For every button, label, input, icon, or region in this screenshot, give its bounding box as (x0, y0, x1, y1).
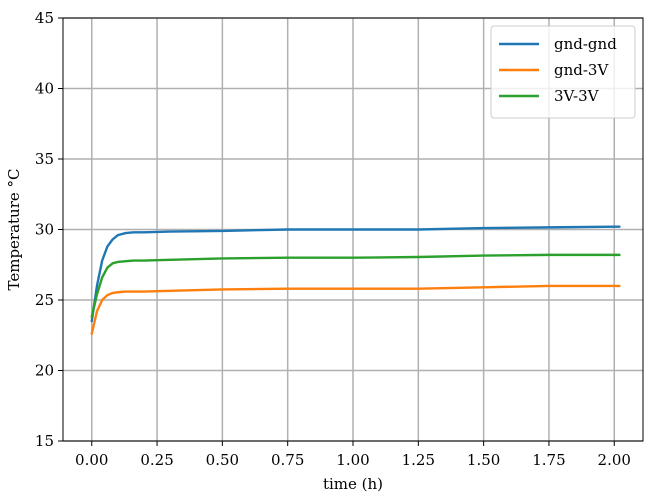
x-tick-label: 0.00 (75, 451, 108, 469)
y-tick-label: 20 (35, 362, 54, 380)
x-tick-label: 0.25 (140, 451, 173, 469)
y-axis-ticks: 15 20 25 30 35 40 45 (35, 9, 63, 450)
y-tick-label: 40 (35, 80, 54, 98)
y-tick-label: 30 (35, 221, 54, 239)
legend-items: gnd-gnd gnd-3V 3V-3V (499, 35, 617, 105)
series-line-3v-3v (90, 253, 621, 319)
y-axis-label: Temperature °C (5, 168, 23, 290)
x-tick-label: 1.25 (402, 451, 435, 469)
legend-label-gnd-3v: gnd-3V (554, 61, 609, 79)
x-tick-label: 1.75 (532, 451, 565, 469)
y-tick-label: 45 (35, 9, 54, 27)
x-tick-label: 1.00 (336, 451, 369, 469)
legend-label-3v-3v: 3V-3V (554, 87, 600, 105)
legend-label-gnd-gnd: gnd-gnd (554, 35, 617, 53)
x-tick-label: 1.50 (467, 451, 500, 469)
y-tick-label: 15 (35, 432, 54, 450)
series-line-gnd-gnd (90, 225, 621, 323)
series-lines (90, 225, 621, 336)
legend: gnd-gnd gnd-3V 3V-3V (490, 25, 636, 119)
series-line-gnd-3v (90, 284, 621, 336)
x-tick-label: 0.50 (206, 451, 239, 469)
x-axis-ticks: 0.00 0.25 0.50 0.75 1.00 1.25 1.50 1.75 2.00 (75, 441, 631, 469)
x-axis-label: time (h) (323, 475, 383, 493)
x-tick-label: 2.00 (598, 451, 631, 469)
y-tick-label: 35 (35, 150, 54, 168)
x-tick-label: 0.75 (271, 451, 304, 469)
y-tick-label: 25 (35, 291, 54, 309)
